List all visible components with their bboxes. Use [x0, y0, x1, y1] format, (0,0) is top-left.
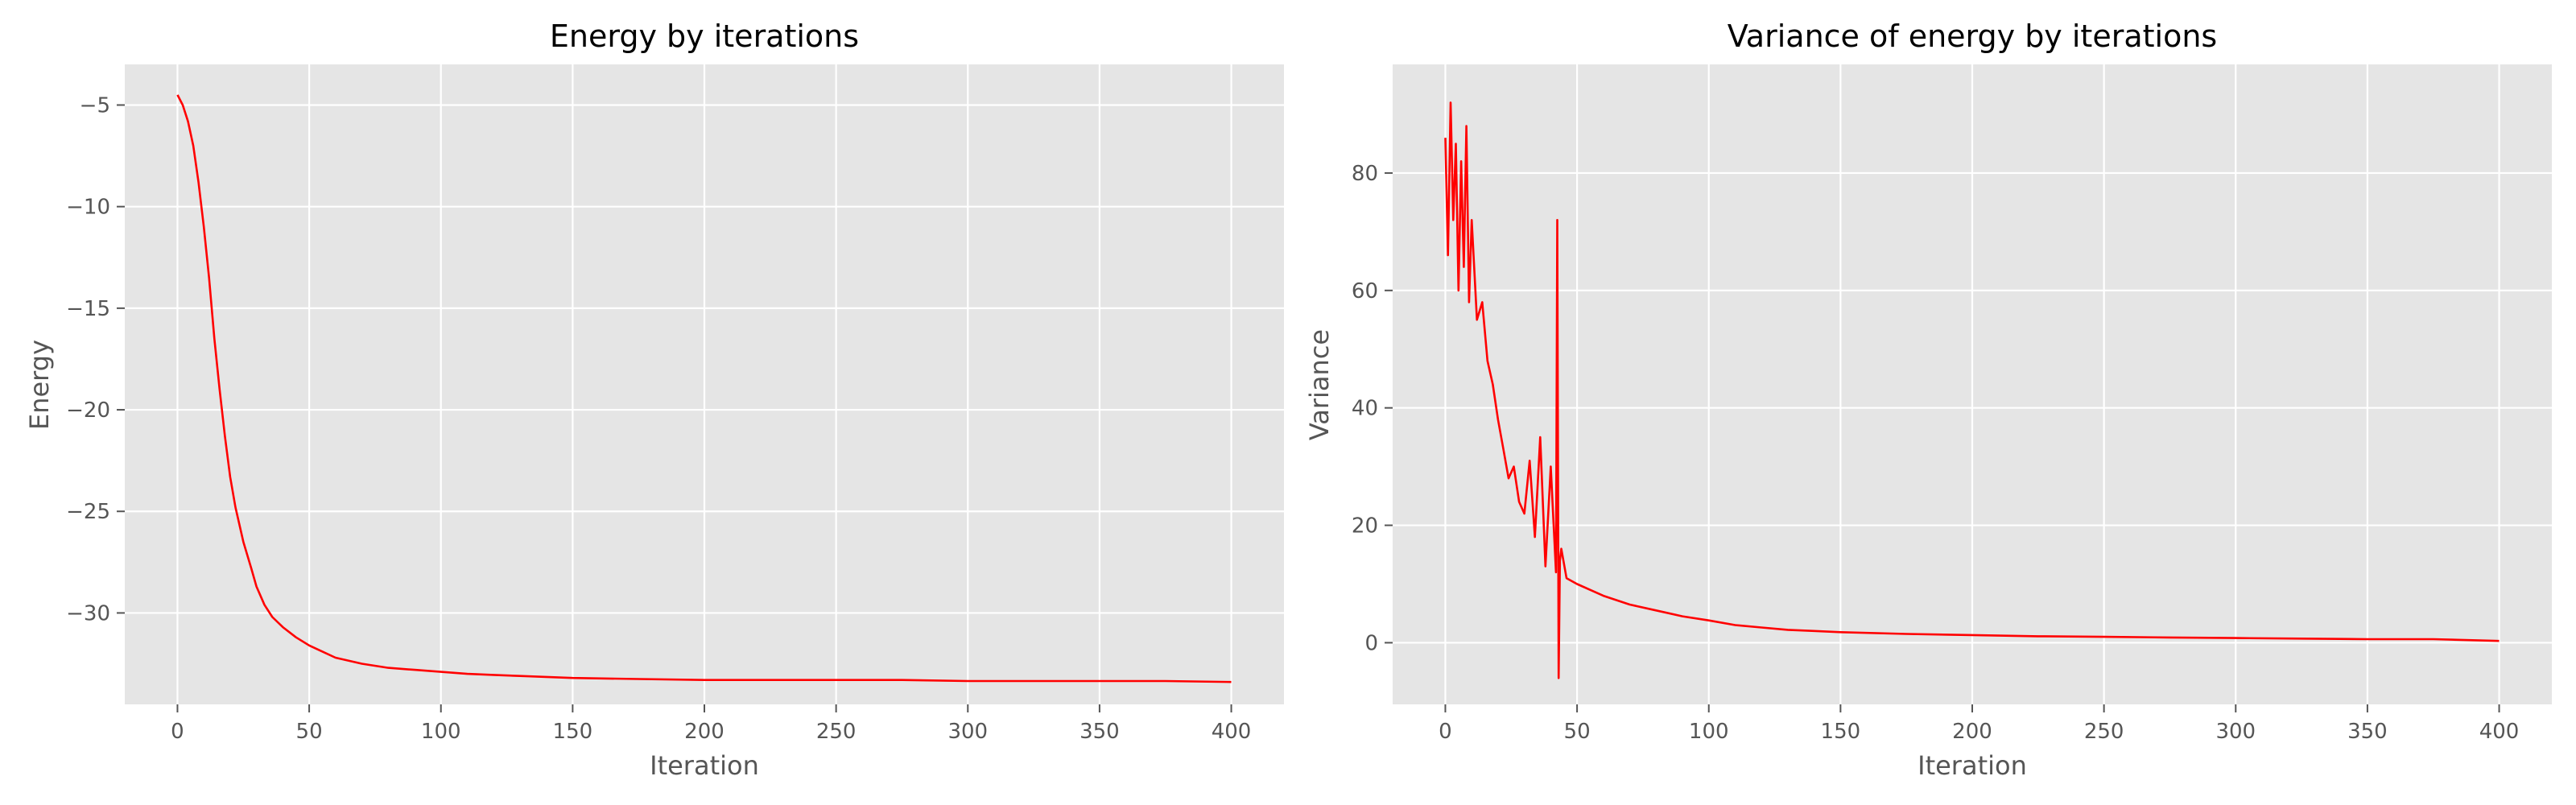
x-tick-label: 300: [947, 720, 988, 744]
x-tick-label: 200: [684, 720, 724, 744]
x-tick-label: 400: [1212, 720, 1252, 744]
y-axis-label: Energy: [24, 340, 55, 430]
x-tick-label: 350: [2347, 720, 2388, 744]
ticks: 0 50 100 150 200 250 300 350 400 0 20 40 60 80: [1352, 162, 2519, 744]
y-tick-label: −5: [80, 93, 110, 118]
x-tick-label: 250: [816, 720, 857, 744]
series-marks: [1444, 101, 2500, 679]
x-tick-label: 150: [1821, 720, 1861, 744]
x-tick-label: 250: [2084, 720, 2124, 744]
series-line: [1444, 101, 2500, 679]
series-line: [176, 94, 1232, 683]
y-tick-label: 40: [1352, 397, 1378, 421]
gridlines: [1393, 64, 2552, 704]
energy-chart: 0 50 100 150 200 250 300 350 400 −30 −25 −20 −15 −10 −…: [24, 19, 1284, 781]
chart-title: Energy by iterations: [550, 19, 859, 54]
y-tick-label: −10: [66, 196, 110, 220]
x-tick-label: 200: [1952, 720, 1992, 744]
y-tick-label: 60: [1352, 279, 1378, 303]
x-axis-label: Iteration: [650, 750, 759, 781]
gridlines: [125, 64, 1284, 704]
chart-title: Variance of energy by iterations: [1728, 19, 2217, 54]
x-tick-label: 0: [1439, 720, 1452, 744]
y-tick-label: −25: [66, 500, 110, 524]
series-marks: [176, 94, 1232, 683]
x-tick-label: 400: [2479, 720, 2520, 744]
y-tick-label: 20: [1352, 514, 1378, 539]
y-tick-label: 80: [1352, 162, 1378, 186]
ticks: 0 50 100 150 200 250 300 350 400 −30 −25 −20 −15 −10 −…: [66, 93, 1251, 744]
y-axis-label: Variance: [1304, 329, 1335, 440]
x-tick-label: 350: [1080, 720, 1120, 744]
x-tick-label: 0: [171, 720, 184, 744]
x-tick-label: 100: [421, 720, 461, 744]
y-tick-label: −15: [66, 297, 110, 321]
x-tick-label: 300: [2215, 720, 2256, 744]
y-tick-label: −30: [66, 601, 110, 625]
y-tick-label: 0: [1364, 631, 1378, 655]
x-tick-label: 150: [553, 720, 593, 744]
x-tick-label: 50: [296, 720, 323, 744]
variance-chart: 0 50 100 150 200 250 300 350 400 0 20 40 60 80 Varian…: [1304, 19, 2552, 781]
x-tick-label: 50: [1564, 720, 1591, 744]
x-tick-label: 100: [1689, 720, 1729, 744]
y-tick-label: −20: [66, 398, 110, 423]
x-axis-label: Iteration: [1918, 750, 2027, 781]
